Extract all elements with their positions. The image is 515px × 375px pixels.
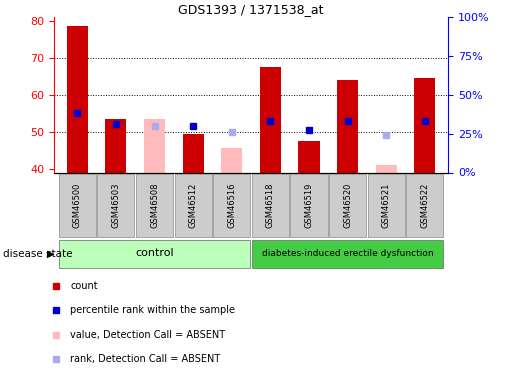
FancyBboxPatch shape bbox=[136, 174, 173, 237]
Text: GSM46519: GSM46519 bbox=[304, 183, 314, 228]
FancyBboxPatch shape bbox=[368, 174, 405, 237]
Bar bbox=[375, 165, 397, 172]
Bar bbox=[298, 141, 320, 172]
Text: ▶: ▶ bbox=[47, 249, 54, 259]
FancyBboxPatch shape bbox=[290, 174, 328, 237]
FancyBboxPatch shape bbox=[329, 174, 366, 237]
FancyBboxPatch shape bbox=[59, 240, 250, 268]
Bar bbox=[144, 119, 165, 172]
Text: GSM46518: GSM46518 bbox=[266, 183, 275, 228]
Text: rank, Detection Call = ABSENT: rank, Detection Call = ABSENT bbox=[70, 354, 220, 364]
Bar bbox=[337, 80, 358, 172]
Bar bbox=[260, 67, 281, 172]
Bar bbox=[105, 119, 127, 172]
Bar bbox=[182, 134, 204, 172]
Bar bbox=[66, 26, 88, 172]
Text: GSM46500: GSM46500 bbox=[73, 183, 82, 228]
FancyBboxPatch shape bbox=[59, 174, 96, 237]
Text: control: control bbox=[135, 248, 174, 258]
Text: diabetes-induced erectile dysfunction: diabetes-induced erectile dysfunction bbox=[262, 249, 434, 258]
FancyBboxPatch shape bbox=[252, 240, 443, 268]
Text: value, Detection Call = ABSENT: value, Detection Call = ABSENT bbox=[70, 330, 225, 340]
Text: disease state: disease state bbox=[3, 249, 72, 259]
Bar bbox=[221, 148, 243, 172]
FancyBboxPatch shape bbox=[252, 174, 289, 237]
FancyBboxPatch shape bbox=[406, 174, 443, 237]
Text: GSM46503: GSM46503 bbox=[111, 183, 121, 228]
FancyBboxPatch shape bbox=[175, 174, 212, 237]
Text: percentile rank within the sample: percentile rank within the sample bbox=[70, 305, 235, 315]
Text: GSM46522: GSM46522 bbox=[420, 183, 430, 228]
FancyBboxPatch shape bbox=[97, 174, 134, 237]
FancyBboxPatch shape bbox=[213, 174, 250, 237]
Title: GDS1393 / 1371538_at: GDS1393 / 1371538_at bbox=[178, 3, 324, 16]
Text: GSM46512: GSM46512 bbox=[188, 183, 198, 228]
Text: GSM46521: GSM46521 bbox=[382, 183, 391, 228]
Text: GSM46520: GSM46520 bbox=[343, 183, 352, 228]
Text: GSM46516: GSM46516 bbox=[227, 183, 236, 228]
Text: count: count bbox=[70, 281, 98, 291]
Bar bbox=[414, 78, 436, 172]
Text: GSM46508: GSM46508 bbox=[150, 183, 159, 228]
